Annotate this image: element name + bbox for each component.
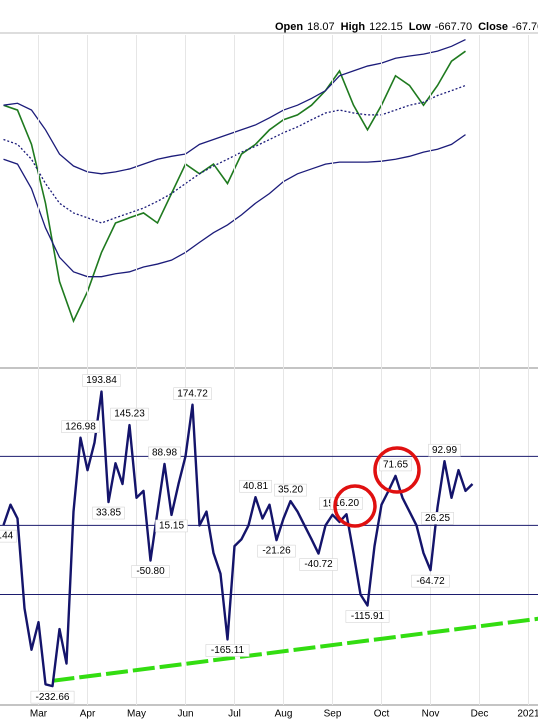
- value-label: 35.20: [278, 485, 303, 496]
- value-label: -50.80: [136, 566, 165, 577]
- value-label: -40.72: [304, 559, 333, 570]
- value-label: 145.23: [114, 409, 145, 420]
- x-tick-label: Sep: [324, 709, 342, 720]
- ohlc-label: High: [341, 21, 366, 33]
- value-label-bg: [274, 483, 307, 497]
- x-tick-label: Jul: [228, 709, 241, 720]
- highlight-circle: [333, 484, 377, 528]
- oscillator-line: [2, 390, 474, 688]
- x-tick-label: Aug: [275, 709, 293, 720]
- value-label-bg: [411, 574, 450, 588]
- value-label: 0.44: [0, 531, 14, 542]
- ohlc-value: 122.15: [369, 21, 403, 33]
- value-label-bg: [61, 420, 100, 433]
- value-label: 174.72: [177, 388, 208, 399]
- value-label: 40.81: [243, 481, 268, 492]
- x-tick-label: Mar: [30, 709, 48, 720]
- oscillator-panel: Mar Apr May Jun Jul Aug Sep Oct Nov Dec 2021 0.44 -2…: [0, 35, 538, 720]
- value-label-bg: [299, 558, 338, 571]
- ohlc-value: -67.70: [512, 21, 538, 33]
- value-label-bg: [0, 529, 17, 543]
- value-label: 126.98: [65, 421, 96, 432]
- value-label-bg: [131, 565, 170, 578]
- value-label: -165.11: [211, 645, 245, 656]
- x-tick-label: Jun: [177, 709, 193, 720]
- ohlc-value: -667.70: [435, 21, 472, 33]
- value-label: -64.72: [416, 576, 445, 587]
- value-label-bg: [379, 458, 412, 472]
- x-tick-label: Dec: [471, 709, 489, 720]
- value-label-bg: [345, 610, 390, 623]
- value-label-bg: [173, 387, 212, 400]
- value-label: 33.85: [96, 508, 121, 519]
- value-label-bg: [421, 512, 454, 525]
- ohlc-label: Open: [275, 21, 303, 33]
- x-tick-label: May: [127, 709, 146, 720]
- value-label: 26.25: [425, 513, 450, 524]
- value-label-bg: [82, 374, 121, 387]
- x-tick-label: 2021: [517, 709, 538, 720]
- value-label-bg: [330, 496, 363, 510]
- value-label: 16.20: [334, 498, 359, 509]
- value-label: -21.26: [262, 546, 291, 557]
- trendline: [52, 616, 538, 683]
- value-label-bg: [155, 519, 188, 533]
- value-label-bg: [239, 479, 272, 493]
- value-label-bg: [148, 446, 181, 460]
- x-tick-label: Nov: [422, 709, 440, 720]
- x-tick-label: Oct: [374, 709, 390, 720]
- value-label: -115.91: [351, 611, 385, 622]
- value-label: 193.84: [86, 375, 117, 386]
- ohlc-label: Close: [478, 21, 508, 33]
- highlight-circle: [373, 446, 421, 494]
- value-label: 88.98: [152, 448, 177, 459]
- ohlc-value: 18.07: [307, 21, 335, 33]
- value-label-bg: [257, 544, 296, 558]
- value-label-bg: [428, 443, 461, 457]
- x-tick-label: Apr: [80, 709, 96, 720]
- value-label: 15.15: [159, 521, 184, 532]
- value-label: -232.66: [36, 692, 70, 703]
- value-label: 71.65: [383, 460, 408, 471]
- value-label-bg: [92, 506, 125, 520]
- value-label: 92.99: [432, 445, 457, 456]
- value-label-bg: [205, 644, 250, 657]
- value-label-bg: [30, 690, 75, 704]
- ohlc-label: Low: [409, 21, 431, 33]
- value-label-bg: [110, 407, 149, 421]
